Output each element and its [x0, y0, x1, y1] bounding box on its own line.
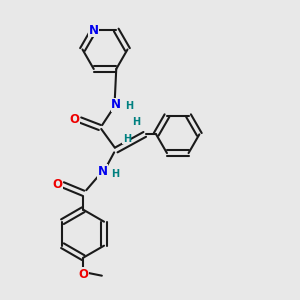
Text: N: N — [111, 98, 121, 112]
Text: H: H — [125, 101, 133, 112]
Text: H: H — [132, 117, 140, 127]
Text: N: N — [89, 23, 99, 37]
Text: O: O — [78, 268, 88, 281]
Text: O: O — [70, 113, 80, 127]
Text: N: N — [98, 165, 108, 178]
Text: H: H — [123, 134, 131, 144]
Text: O: O — [52, 178, 62, 191]
Text: H: H — [111, 169, 119, 179]
